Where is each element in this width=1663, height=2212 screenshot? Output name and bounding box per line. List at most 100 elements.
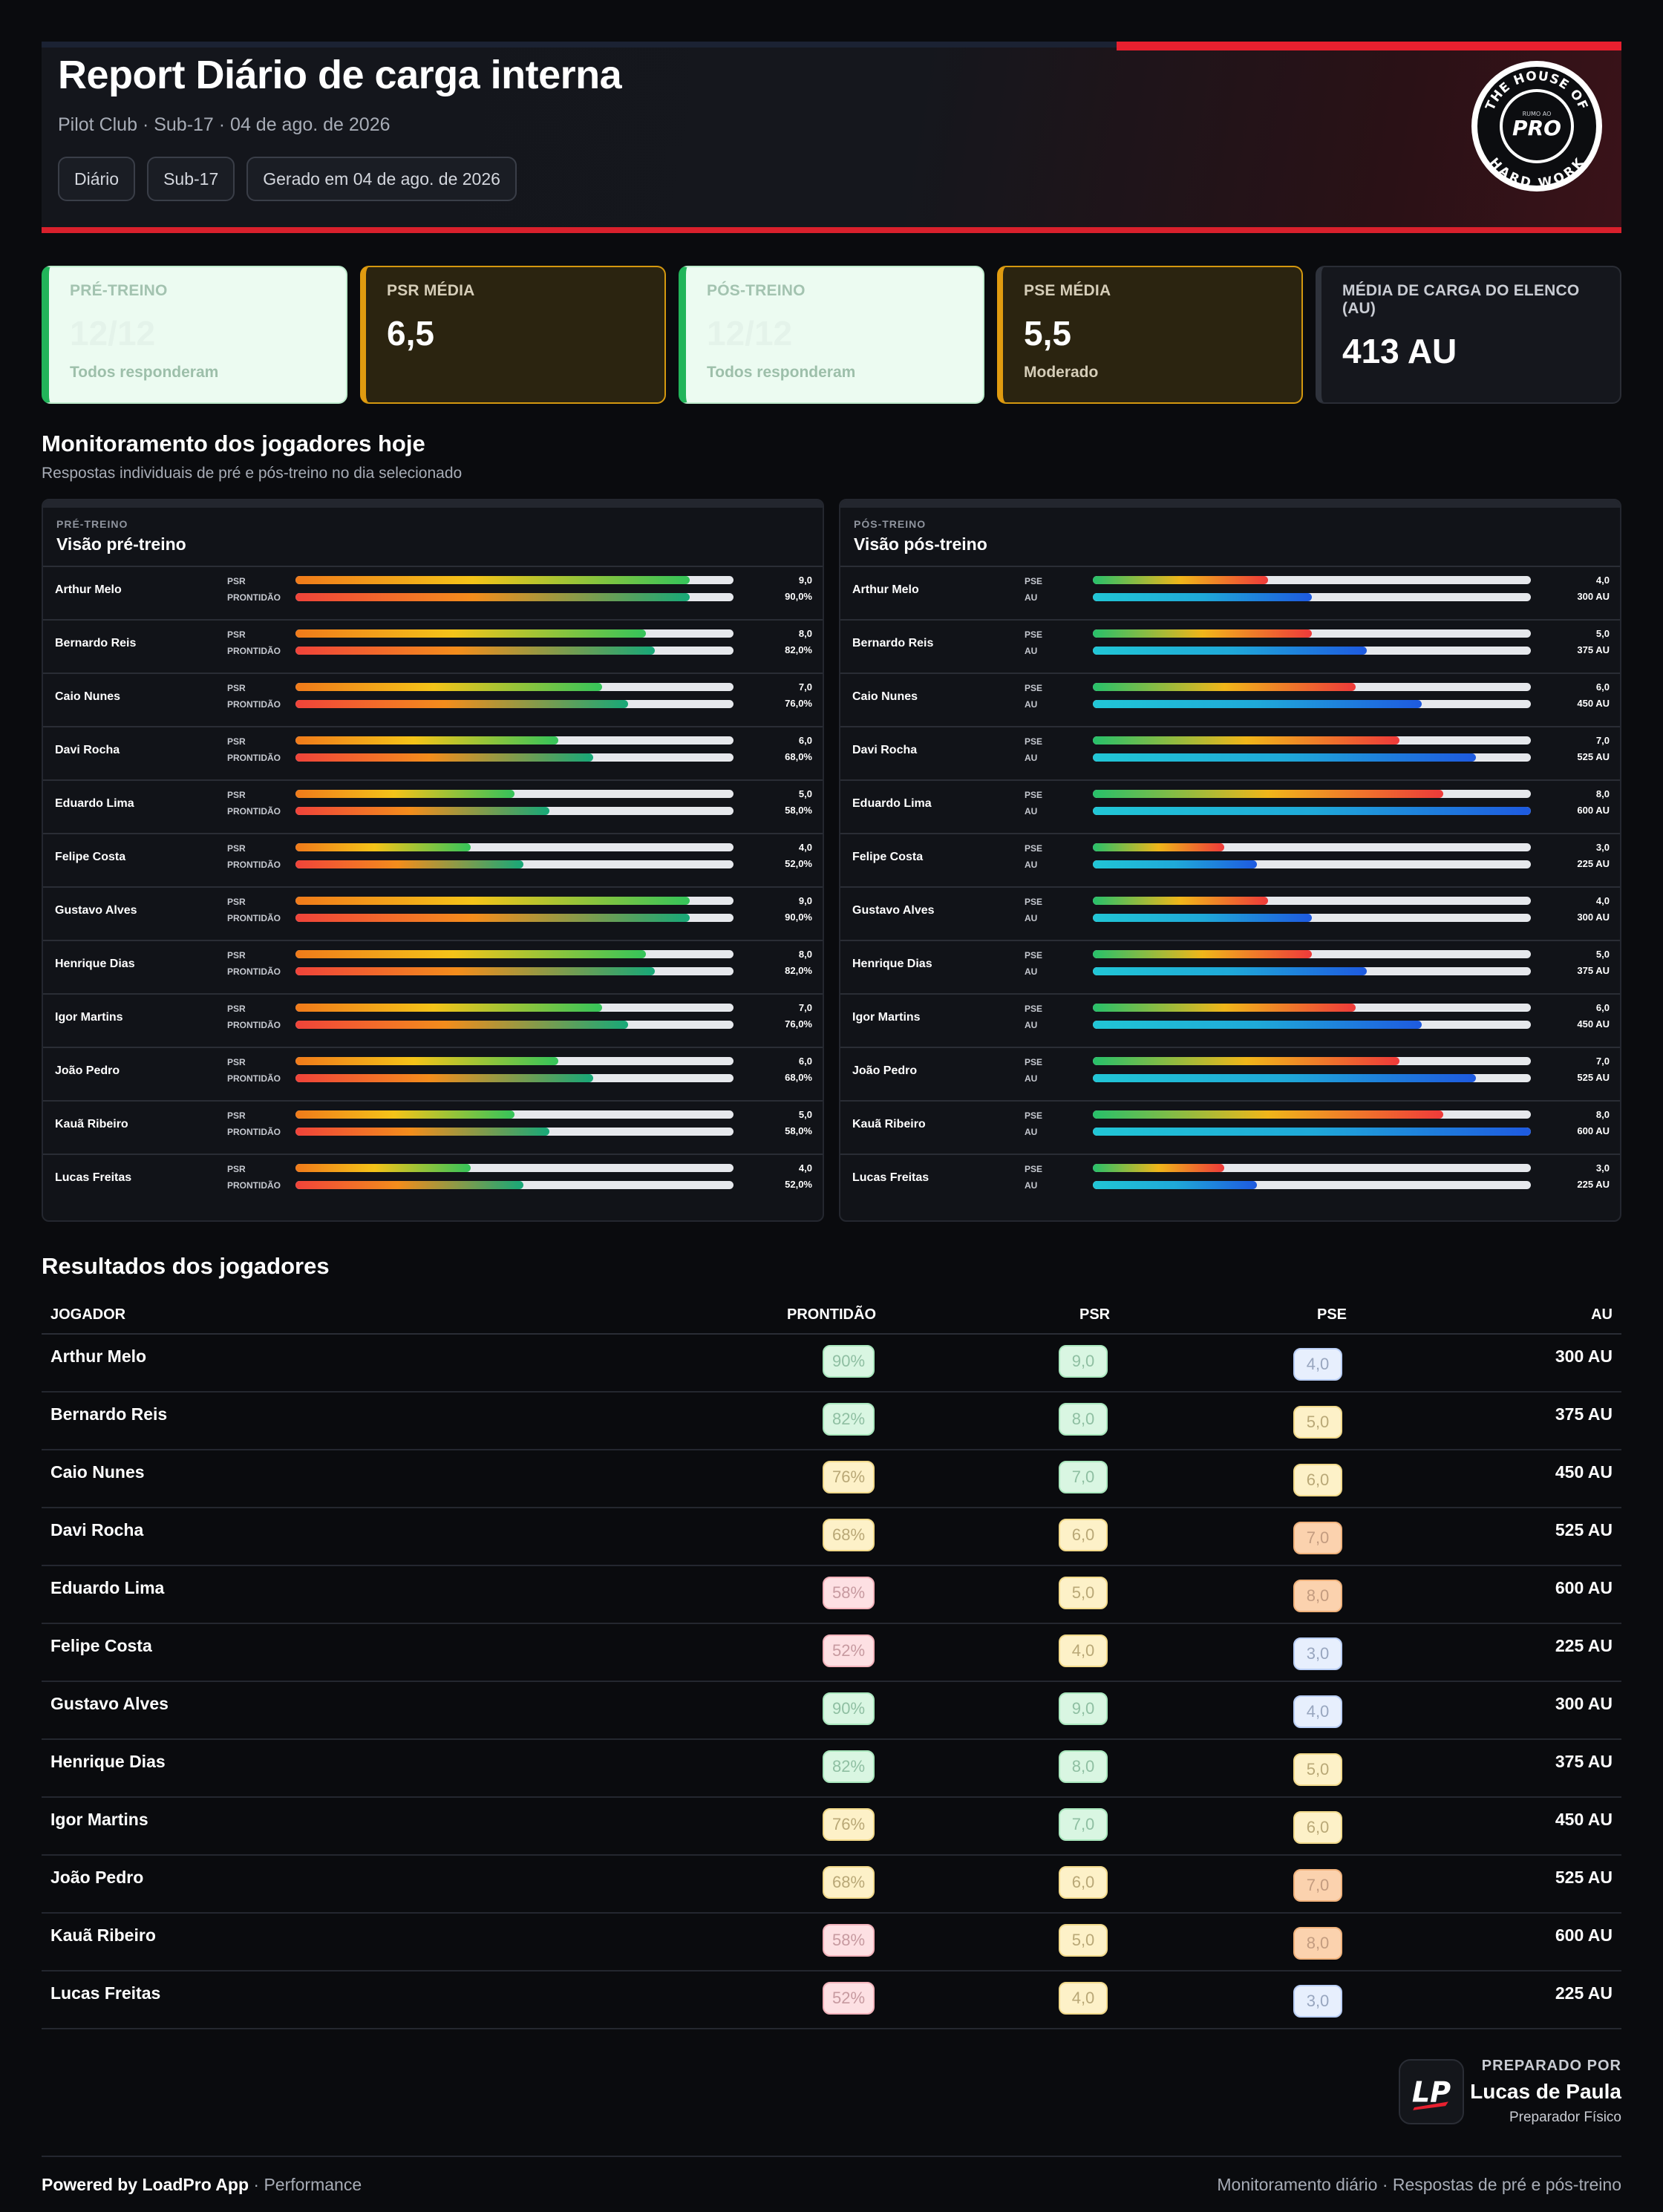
pse-badge: 8,0 (1293, 1927, 1342, 1960)
metric-bar-track (1093, 807, 1531, 815)
table-row: Felipe Costa 52% 4,0 3,0 225 AU (42, 1624, 1621, 1682)
player-name: Igor Martins (55, 1011, 123, 1024)
metric-bar-fill (1093, 914, 1312, 922)
pse-badge: 3,0 (1293, 1985, 1342, 2018)
table-row: Caio Nunes 76% 7,0 6,0 450 AU (42, 1450, 1621, 1508)
metric-value: 58,0% (785, 1125, 812, 1136)
metric-value: 6,0 (799, 735, 812, 746)
player-name: Lucas Freitas (55, 1171, 131, 1185)
kpi-label: PÓS-TREINO (707, 282, 962, 300)
metric-label: PRONTIDÃO (227, 1180, 281, 1191)
metric-value: 8,0 (1596, 788, 1610, 799)
post-panel-tag: PÓS-TREINO (854, 518, 926, 530)
metric-value: 450 AU (1577, 698, 1610, 709)
metric-bar-fill (1093, 807, 1531, 815)
metric-label: PRONTIDÃO (227, 646, 281, 656)
au-value: 600 AU (1555, 1925, 1613, 1946)
metric-bar-track (295, 647, 734, 655)
panel-row: Felipe Costa PSR PRONTIDÃO 4,0 52,0% (43, 833, 823, 886)
metric-label: AU (1025, 1020, 1037, 1030)
metric-bar-fill (1093, 790, 1443, 798)
pre-training-panel: PRÉ-TREINO Visão pré-treino Arthur Melo P… (42, 499, 824, 1222)
player-name: Gustavo Alves (55, 904, 137, 917)
psr-badge: 9,0 (1059, 1692, 1108, 1725)
metric-bar-track (295, 860, 734, 868)
table-row: Henrique Dias 82% 8,0 5,0 375 AU (42, 1740, 1621, 1798)
col-pse: PSE (1317, 1306, 1347, 1323)
metric-label: PRONTIDÃO (227, 806, 281, 817)
metric-bar-fill (295, 1181, 523, 1189)
metric-value: 7,0 (1596, 735, 1610, 746)
metric-bar-fill (295, 629, 646, 638)
metric-label: PRONTIDÃO (227, 592, 281, 603)
prontidao-badge: 58% (823, 1577, 875, 1609)
panel-row: Gustavo Alves PSR PRONTIDÃO 9,0 90,0% (43, 886, 823, 940)
metric-bar-track (1093, 1021, 1531, 1029)
pse-badge: 6,0 (1293, 1811, 1342, 1844)
prontidao-badge: 58% (823, 1924, 875, 1957)
prontidao-badge: 52% (823, 1635, 875, 1667)
panel-row: Caio Nunes PSR PRONTIDÃO 7,0 76,0% (43, 673, 823, 726)
au-value: 525 AU (1555, 1520, 1613, 1540)
metric-bar-fill (1093, 1057, 1399, 1065)
metric-bar-track (295, 1181, 734, 1189)
metric-bar-track (1093, 967, 1531, 975)
metric-value: 4,0 (1596, 895, 1610, 906)
player-name: Kauã Ribeiro (50, 1925, 156, 1946)
metric-bar-track (1093, 1110, 1531, 1119)
metric-bar-fill (1093, 1164, 1224, 1172)
metric-label: AU (1025, 753, 1037, 763)
pre-panel-tag: PRÉ-TREINO (56, 518, 128, 530)
metric-value: 6,0 (799, 1056, 812, 1067)
metric-label: PSE (1025, 683, 1042, 693)
player-name: Felipe Costa (50, 1636, 152, 1656)
metric-bar-track (295, 950, 734, 958)
kpi-card-3: PSE MÉDIA 5,5 Moderado (997, 266, 1303, 404)
au-value: 450 AU (1555, 1462, 1613, 1482)
metric-label: PSR (227, 843, 246, 854)
panel-row: Bernardo Reis PSR PRONTIDÃO 8,0 82,0% (43, 619, 823, 673)
panel-row: Davi Rocha PSR PRONTIDÃO 6,0 68,0% (43, 726, 823, 779)
metric-bar-track (295, 683, 734, 691)
kpi-note: Todos responderam (70, 364, 325, 382)
kpi-note: Todos responderam (707, 364, 962, 382)
metric-value: 375 AU (1577, 965, 1610, 976)
kpi-card-0: PRÉ-TREINO 12/12 Todos responderam (42, 266, 347, 404)
metric-bar-track (295, 897, 734, 905)
psr-badge: 4,0 (1059, 1982, 1108, 2015)
footer-left: Powered by LoadPro App · Performance (42, 2175, 362, 2195)
player-name: Lucas Freitas (50, 1983, 160, 2003)
metric-label: PSR (227, 629, 246, 640)
metric-bar-fill (295, 897, 690, 905)
metric-value: 7,0 (799, 1002, 812, 1013)
player-name: Felipe Costa (55, 851, 125, 864)
player-name: Kauã Ribeiro (55, 1118, 128, 1131)
metric-bar-fill (295, 1021, 628, 1029)
metric-value: 9,0 (799, 895, 812, 906)
panel-row: João Pedro PSE AU 7,0 525 AU (840, 1047, 1620, 1100)
metric-bar-track (295, 1004, 734, 1012)
kpi-value: 12/12 (70, 313, 325, 353)
metric-label: PRONTIDÃO (227, 753, 281, 763)
psr-badge: 8,0 (1059, 1403, 1108, 1436)
metric-bar-fill (1093, 736, 1399, 745)
metric-bar-track (295, 736, 734, 745)
metric-value: 6,0 (1596, 1002, 1610, 1013)
metric-value: 9,0 (799, 575, 812, 586)
au-value: 375 AU (1555, 1404, 1613, 1424)
metric-bar-fill (295, 860, 523, 868)
metric-bar-fill (295, 843, 471, 851)
metric-bar-track (295, 1021, 734, 1029)
metric-label: AU (1025, 966, 1037, 977)
metric-label: PSE (1025, 629, 1042, 640)
metric-bar-track (1093, 736, 1531, 745)
panel-row: Eduardo Lima PSE AU 8,0 600 AU (840, 779, 1620, 833)
chip-category: Sub-17 (147, 157, 235, 201)
metric-bar-track (1093, 700, 1531, 708)
metric-bar-track (1093, 1164, 1531, 1172)
psr-badge: 9,0 (1059, 1345, 1108, 1378)
post-panel-title: Visão pós-treino (854, 534, 987, 554)
metric-value: 5,0 (1596, 949, 1610, 960)
header-top-line (42, 42, 1117, 48)
metric-value: 3,0 (1596, 842, 1610, 853)
